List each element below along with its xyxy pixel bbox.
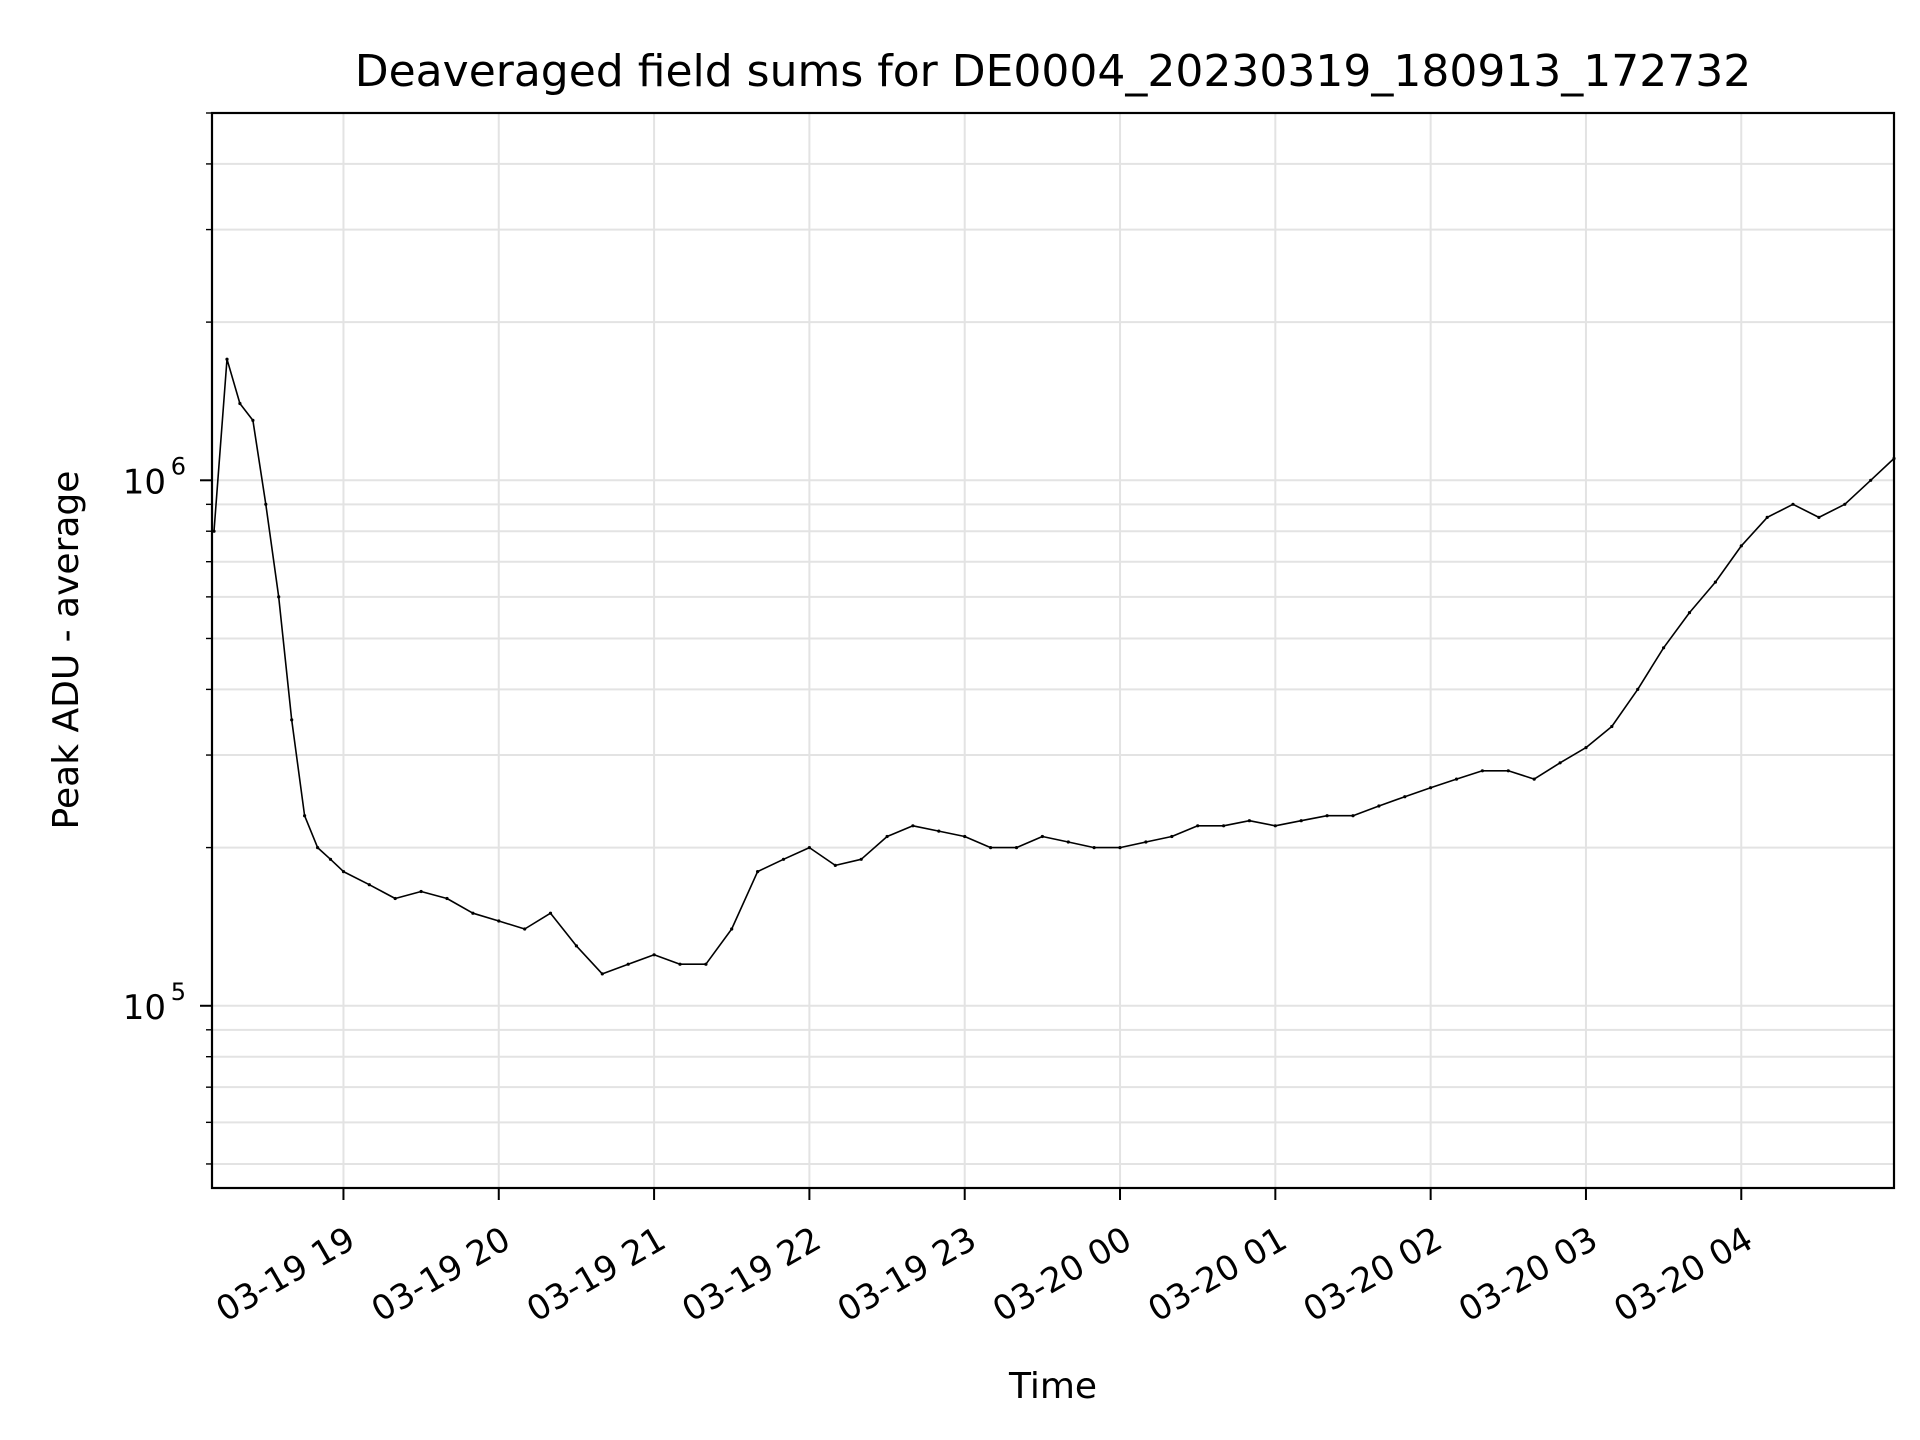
y-tick-label: 10: [123, 462, 166, 502]
data-point: [911, 824, 915, 828]
x-axis-label: Time: [1008, 1366, 1097, 1407]
data-point: [1480, 769, 1484, 773]
data-point: [885, 834, 889, 839]
data-point: [1739, 544, 1743, 548]
data-point: [290, 718, 294, 722]
data-point: [1584, 746, 1588, 750]
data-point: [238, 401, 242, 406]
data-point: [277, 595, 281, 599]
data-point: [548, 911, 553, 915]
grid: [212, 112, 1894, 1188]
plot-frame: [210, 111, 1896, 1190]
data-point: [341, 870, 346, 874]
data-point: [316, 846, 320, 850]
data-point: [1454, 777, 1459, 781]
data-point: [1273, 824, 1277, 828]
data-point: [1118, 846, 1122, 850]
y-tick-label: 10: [123, 988, 166, 1028]
data-point: [212, 529, 216, 533]
data-point: [523, 927, 527, 931]
y-axis-label: Peak ADU - average: [46, 471, 87, 830]
data-point: [704, 962, 708, 966]
data-point: [1558, 761, 1562, 765]
data-point: [251, 418, 255, 422]
y-tick-exponent: 6: [171, 452, 186, 480]
data-point: [303, 814, 307, 818]
data-point: [1713, 580, 1717, 584]
data-point: [393, 896, 397, 901]
data-point: [1014, 846, 1019, 850]
data-point: [1636, 687, 1640, 692]
data-point: [1325, 814, 1329, 818]
data-point: [1687, 611, 1692, 615]
data-point: [1532, 777, 1536, 781]
data-point: [859, 857, 863, 861]
data-point: [678, 962, 682, 966]
data-point: [833, 863, 837, 868]
data-point: [1765, 515, 1769, 520]
data-point: [756, 870, 760, 874]
data-point: [1403, 795, 1407, 799]
data-point: [1144, 840, 1148, 844]
data-point: [1222, 824, 1226, 828]
data-point: [328, 857, 333, 861]
data-point: [781, 857, 786, 861]
chart-title: Deaveraged field sums for DE0004_2023031…: [355, 46, 1752, 97]
data-point: [1040, 834, 1044, 839]
data-point: [989, 846, 993, 850]
series-group: [212, 357, 1896, 976]
data-point: [1869, 478, 1873, 482]
data-point: [1843, 502, 1847, 506]
data-point: [1506, 769, 1510, 773]
data-point: [1092, 846, 1096, 850]
data-point: [600, 972, 604, 976]
data-point: [1817, 515, 1821, 520]
data-point: [497, 919, 501, 923]
data-point: [1791, 502, 1795, 506]
data-point: [445, 896, 449, 901]
data-point: [1351, 814, 1355, 818]
data-point: [1066, 840, 1070, 844]
data-point: [963, 834, 967, 839]
data-point: [626, 962, 630, 966]
data-point: [1170, 834, 1174, 839]
data-point: [807, 846, 812, 850]
data-point: [225, 357, 229, 361]
data-point: [937, 829, 941, 833]
data-point: [419, 889, 423, 894]
data-point: [1429, 786, 1433, 790]
data-point: [1196, 824, 1200, 828]
data-point: [471, 911, 475, 915]
data-point: [1610, 724, 1614, 729]
data-point: [1662, 646, 1666, 650]
data-point: [574, 944, 579, 948]
data-point: [367, 883, 371, 887]
data-point: [652, 953, 656, 957]
data-point: [730, 927, 734, 931]
data-point: [264, 502, 268, 506]
y-tick-exponent: 5: [171, 978, 186, 1006]
data-point: [1299, 819, 1303, 823]
data-point: [1247, 819, 1251, 823]
data-point: [1377, 804, 1381, 808]
